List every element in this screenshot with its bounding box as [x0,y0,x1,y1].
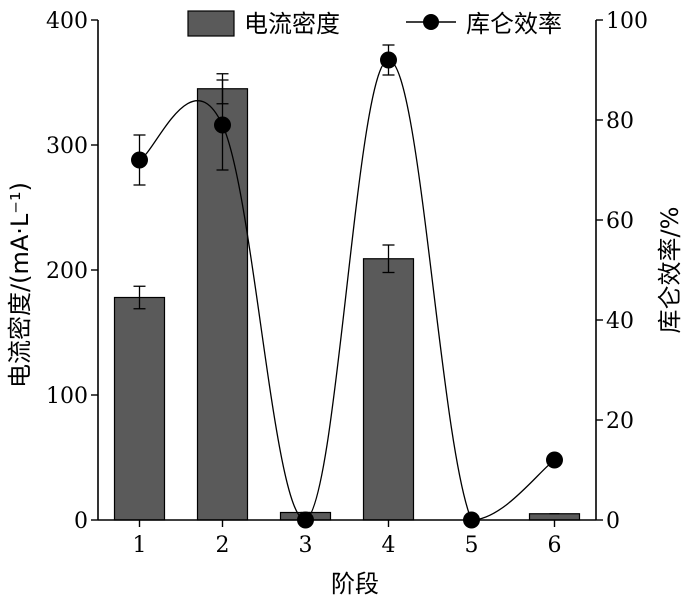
y-tick-label-400: 400 [46,9,88,34]
x-tick-label-1: 1 [133,533,147,558]
efficiency-point-1 [131,151,148,169]
x-tick-label-6: 6 [548,533,562,558]
efficiency-point-4 [380,51,397,69]
x-tick-label-2: 2 [216,533,230,558]
plot-area: 0 100 200 300 400 0 20 40 60 80 100 1 2 3 4 5 6 [46,9,648,558]
y-tick-label-200: 200 [46,259,88,284]
y2-tick-label-60: 60 [606,209,634,234]
y2-axis-title: 库仑效率/% [656,207,684,334]
bar-6 [528,513,581,521]
x-tick-label-5: 5 [465,533,479,558]
legend-swatch-current-density [187,10,235,37]
legend-label-coulombic-efficiency: 库仑效率 [466,10,562,38]
y-tick-label-100: 100 [46,384,88,409]
y-tick-label-300: 300 [46,134,88,159]
y2-tick-label-100: 100 [606,9,648,34]
x-axis-title: 阶段 [331,570,379,598]
efficiency-point-6 [546,451,563,469]
x-tick-label-4: 4 [382,533,396,558]
y2-tick-label-0: 0 [606,509,620,534]
y-axis-title: 电流密度/(mA·L⁻¹) [6,182,34,388]
y2-tick-label-20: 20 [606,409,634,434]
legend-label-current-density: 电流密度 [244,10,340,38]
y-tick-label-0: 0 [74,509,88,534]
bar-4 [362,258,415,521]
bar-1 [113,296,166,521]
y2-tick-label-80: 80 [606,109,634,134]
x-tick-label-3: 3 [299,533,313,558]
legend-marker-coulombic-efficiency [423,14,439,30]
legend: 电流密度 库仑效率 [187,10,562,38]
y2-tick-label-40: 40 [606,309,634,334]
efficiency-point-2 [214,116,231,134]
